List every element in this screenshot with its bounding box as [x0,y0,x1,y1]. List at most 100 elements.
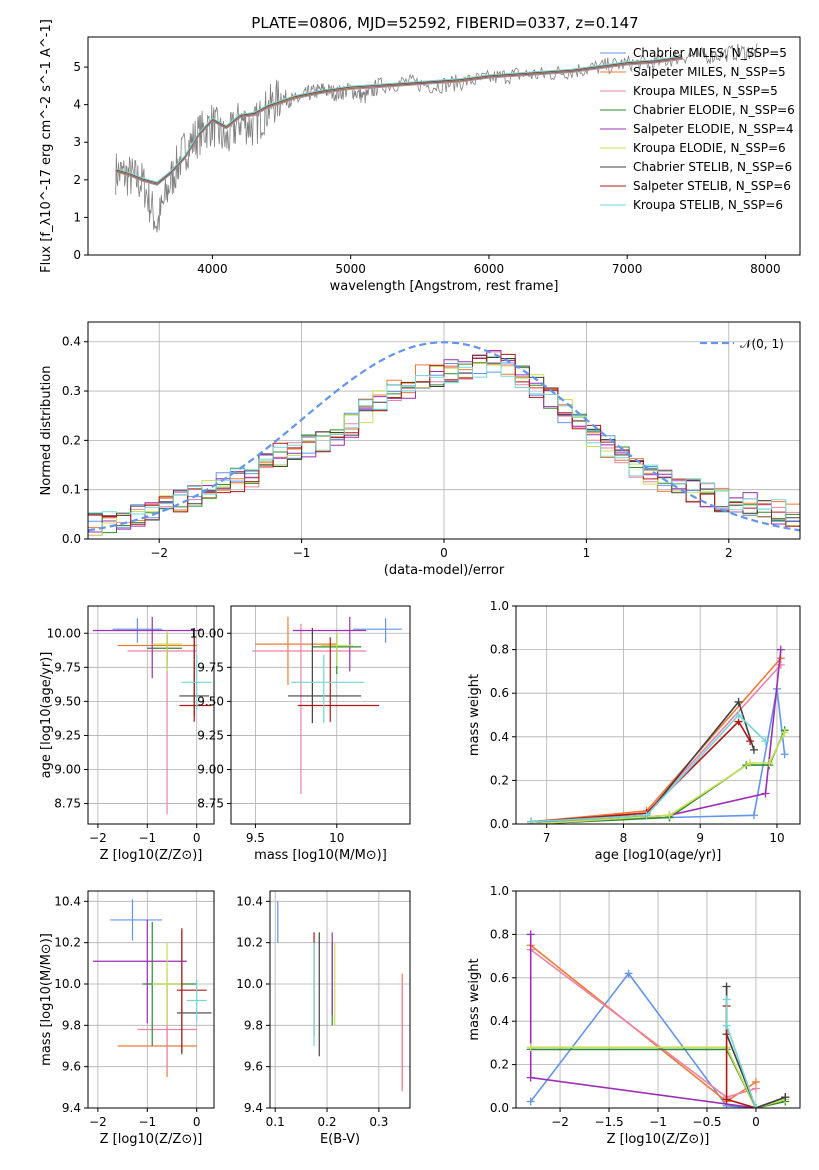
weight-marker [780,750,789,759]
y-tick-label: 9.00 [54,763,81,777]
x-axis-label: age [log10(age/yr)] [595,848,722,863]
y-tick-label: 0.4 [62,335,81,349]
x-axis-label: mass [log10(M/M⊙)] [254,848,387,863]
model-spectrum-line [115,55,683,183]
legend-entry: Chabrier STELIB, N_SSP=6 [633,160,792,174]
weight-marker [780,728,789,737]
axes-frame [87,605,215,825]
y-tick-label: 3 [73,135,81,149]
x-tick-label: 9 [696,831,704,845]
y-tick-label: 10.0 [236,977,263,991]
x-tick-label: −1 [138,1115,156,1129]
chart-mass-weight-vs-age: 7 8 9 10 0.0 0.2 0.4 0.6 0.8 1.0 age [log10(age/yr… [467,599,801,863]
y-tick-label: 0.2 [490,773,509,787]
x-tick-label: −1 [649,1115,667,1129]
weight-line [530,972,756,1108]
legend-entry: Kroupa MILES, N_SSP=5 [633,84,778,98]
weight-marker [734,711,743,719]
weight-marker [751,1084,760,1093]
histogram-step [88,355,800,521]
y-tick-label: 10.2 [236,936,263,950]
y-axis-label: Flux [f_λ10^-17 erg cm^-2 s^-1 A^-1] [39,19,54,273]
x-tick-label: 0.3 [369,1115,388,1129]
x-tick-label: 4000 [197,262,228,276]
y-tick-label: 1 [73,210,81,224]
y-tick-label: 10.4 [54,894,81,908]
plot-area [92,899,212,1077]
weight-line [531,657,782,823]
x-tick-label: 0 [752,1115,760,1129]
y-tick-label: 0.8 [490,927,509,941]
weight-line [531,720,751,823]
y-tick-label: 0.2 [62,433,81,447]
y-tick-label: 0.0 [62,532,81,546]
y-tick-label: 9.50 [197,694,224,708]
weight-marker [526,1073,535,1082]
y-tick-label: 0.3 [62,384,81,398]
x-axis-label: wavelength [Angstrom, rest frame] [330,279,559,294]
x-tick-label: −2 [89,831,107,845]
y-tick-label: 9.6 [62,1060,81,1074]
legend-entry: Salpeter MILES, N_SSP=5 [633,65,786,79]
plot-area [115,43,758,233]
legend-entry: Salpeter ELODIE, N_SSP=4 [633,122,794,136]
weight-marker [765,758,774,767]
legend-entry: Kroupa STELIB, N_SSP=6 [633,198,783,212]
x-axis-label: (data-model)/error [384,563,505,578]
y-tick-label: 10.00 [190,626,224,640]
chart-residuals: −2 −1 0 1 2 0.0 0.1 0.2 0.3 0.4 (data-model)/error… [39,321,801,578]
y-tick-label: 9.4 [244,1101,263,1115]
x-tick-label: −1 [293,546,311,560]
y-tick-label: 9.50 [54,694,81,708]
x-tick-label: 10 [329,831,344,845]
y-axis-label: age [log10(age/yr)] [39,652,54,779]
x-tick-label: 6000 [474,262,505,276]
weight-marker [642,811,651,820]
x-tick-label: 10 [769,831,784,845]
plot-area [252,616,402,795]
x-axis-label: Z [log10(Z/Z⊙)] [100,1132,203,1147]
x-tick-label: −1.5 [594,1115,623,1129]
y-tick-label: 10.4 [236,894,263,908]
axes-frame [87,36,801,256]
y-tick-label: 9.6 [244,1060,263,1074]
y-tick-label: 4 [73,98,81,112]
y-tick-label: 10.00 [47,626,81,640]
y-axis-label: mass weight [467,674,482,756]
weight-marker [776,660,785,669]
legend-entry: Chabrier MILES, N_SSP=5 [633,46,787,60]
weight-marker [761,737,770,746]
axes-frame [269,890,411,1109]
y-axis-label: Normed distribution [39,366,54,496]
y-axis-label: mass [log10(M/M⊙)] [39,933,54,1066]
y-tick-label: 0.6 [490,971,509,985]
histogram-step [88,353,800,527]
y-tick-label: 0.2 [490,1058,509,1072]
y-tick-label: 9.75 [54,660,81,674]
y-tick-label: 9.8 [62,1018,81,1032]
y-tick-label: 9.25 [197,728,224,742]
y-axis-label: mass weight [467,958,482,1040]
x-tick-label: −2 [150,546,168,560]
weight-marker [722,982,731,991]
weight-line [530,1046,786,1108]
weight-marker [624,969,633,978]
x-tick-label: 0.1 [266,1115,285,1129]
weight-marker [526,1097,535,1106]
chart-spectrum: 4000 5000 6000 7000 8000 0 1 2 3 4 5 wavelength [An… [39,19,801,294]
chart-mass-vs-z: −2 −1 0 9.4 9.6 9.8 10.0 10.2 10.4 Z [log10(Z/Z⊙)… [39,890,215,1147]
x-axis-label: Z [log10(Z/Z⊙)] [100,848,203,863]
x-tick-label: −2 [551,1115,569,1129]
x-tick-label: −0.5 [692,1115,721,1129]
y-tick-label: 0.8 [490,643,509,657]
weight-marker [722,1095,731,1104]
plot-area [527,645,789,824]
x-tick-label: 5000 [335,262,366,276]
chart-age-vs-z: −2 −1 0 8.75 9.00 9.25 9.50 9.75 10.00 Z [log10(Z… [39,605,215,863]
x-tick-label: 0 [193,1115,201,1129]
weight-line [530,944,757,1103]
plot-area [526,930,790,1108]
weight-marker [526,1043,535,1052]
x-tick-label: −2 [89,1115,107,1129]
